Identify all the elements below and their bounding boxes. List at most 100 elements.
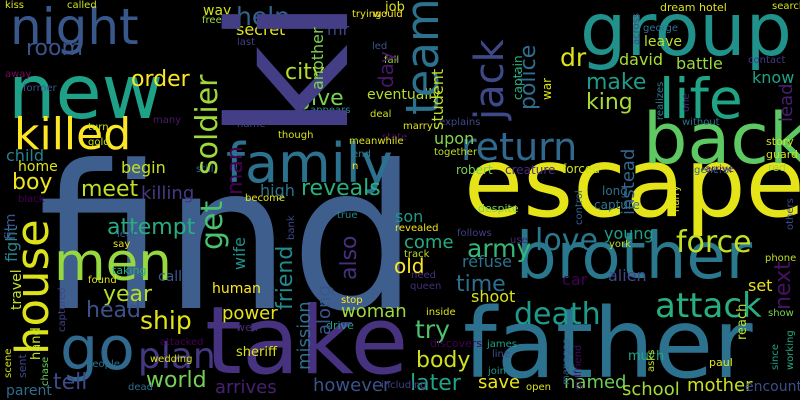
word-sheriff: well	[236, 321, 258, 334]
word-away: last	[237, 37, 256, 48]
word-name: although	[236, 111, 281, 122]
word-dr: dr	[560, 43, 587, 72]
word-year: year	[103, 282, 153, 307]
word-another: mr	[327, 20, 350, 39]
word-asks: reach	[735, 303, 750, 340]
word-new: new	[8, 48, 164, 136]
word-however: however	[313, 375, 391, 396]
word-night: night	[10, 0, 139, 56]
word-queen: need	[411, 270, 436, 281]
word-battle: battle	[676, 54, 723, 73]
word-though: name	[237, 119, 266, 130]
word-track: queen	[410, 281, 442, 292]
word-tell: tell	[53, 370, 88, 395]
word-get: get	[195, 200, 230, 250]
word-turn: many	[153, 115, 182, 126]
word-woman: woman	[341, 301, 407, 322]
word-killed: killed	[14, 109, 132, 160]
word-mr: day	[374, 51, 398, 88]
word-james: join	[488, 366, 507, 377]
word-follows: track	[404, 249, 430, 260]
word-killing: killing	[141, 183, 195, 204]
word-one: search	[772, 1, 800, 12]
word-trying: would	[373, 9, 403, 20]
word-student: captain	[511, 55, 525, 100]
word-way: secret	[236, 20, 286, 39]
word-go: go	[60, 314, 135, 384]
word-creature: forced	[562, 162, 600, 176]
word-lead: lead	[776, 83, 797, 122]
word-guard: guard	[766, 148, 799, 161]
word-open: york	[609, 239, 631, 250]
word-car: car	[562, 270, 588, 289]
word-together: state	[382, 132, 408, 143]
word-people: dead	[128, 382, 153, 393]
word-body: body	[416, 348, 471, 373]
word-revealed: follows	[457, 228, 492, 239]
word-since: working	[785, 330, 796, 370]
word-school: school	[622, 379, 680, 400]
word-hand: job	[385, 0, 405, 15]
word-kill: kill	[194, 0, 386, 140]
word-young: young	[604, 224, 654, 243]
word-taking: say	[113, 239, 131, 250]
word-forced: robert	[456, 163, 493, 177]
word-found: attacked	[160, 337, 204, 348]
word-escape: escape	[464, 127, 800, 239]
word-named: named	[564, 372, 627, 393]
word-eventually: student	[428, 68, 447, 130]
word-wedding: people	[86, 359, 120, 370]
word-soldier: soldier	[190, 74, 225, 176]
word-force: force	[676, 225, 752, 260]
word-say: leaf	[117, 229, 136, 240]
word-army: army	[467, 234, 532, 263]
word-captured: sent	[16, 354, 29, 378]
word-discovers: inside	[426, 307, 456, 318]
word-paul: paul	[709, 356, 733, 369]
word-world: world	[146, 368, 207, 393]
word-end: meanwhile	[349, 136, 404, 147]
word-take: take	[205, 287, 409, 396]
word-story: story	[766, 135, 794, 148]
word-capture: control	[574, 190, 585, 225]
word-man: man	[223, 146, 248, 195]
word-leave: travel	[9, 269, 25, 310]
word-call: sheriff	[236, 345, 277, 360]
word-still: true	[337, 210, 358, 221]
word-set: set	[748, 276, 773, 295]
word-show: show	[768, 308, 794, 319]
word-save: save	[478, 372, 521, 393]
word-attempt: attempt	[107, 215, 196, 240]
word-group: group	[580, 0, 793, 73]
word-city: city	[285, 60, 325, 85]
word-sent: black	[18, 194, 45, 205]
word-led: fall	[384, 55, 400, 66]
word-along: along	[314, 285, 335, 335]
word-encounter: hand	[29, 327, 44, 360]
word-appears: together	[434, 147, 478, 158]
word-plan: plan	[138, 336, 216, 377]
word-reveals: reveals	[301, 176, 381, 201]
word-become: found	[88, 275, 117, 286]
word-girlfriend: others	[785, 198, 796, 230]
word-george: realizes	[655, 81, 666, 120]
word-order: order	[131, 67, 190, 92]
word-general: harry	[671, 185, 682, 212]
word-control: despite	[478, 202, 519, 215]
word-death: death	[514, 297, 601, 332]
word-child: home	[18, 159, 58, 175]
word-time: time	[456, 272, 506, 297]
word-father: father	[463, 288, 753, 400]
word-phone: phone	[765, 253, 797, 264]
word-inside: stop	[341, 295, 363, 306]
word-men: men	[54, 232, 172, 293]
word-alien: alien	[608, 266, 647, 285]
word-despite: call	[158, 269, 183, 285]
word-mother: mother	[687, 375, 753, 396]
word-help: help	[236, 2, 291, 31]
word-hotel: dream	[660, 1, 696, 14]
word-state: deal	[370, 109, 392, 120]
word-chase: taking	[112, 264, 147, 277]
word-love: love	[535, 223, 598, 258]
